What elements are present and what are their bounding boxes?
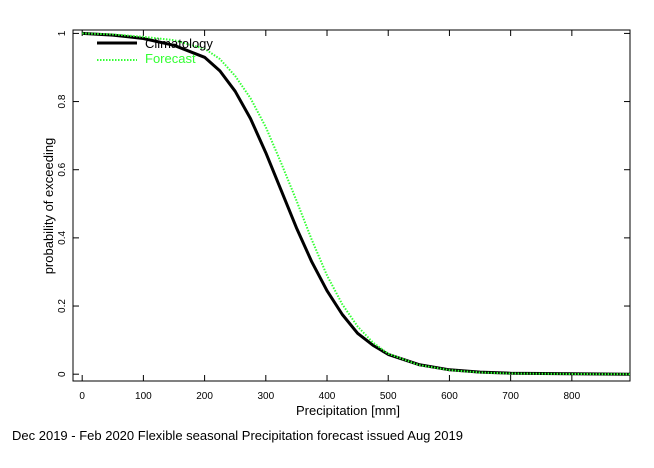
y-axis-title: probability of exceeding (41, 138, 56, 275)
plot-frame (72, 29, 631, 382)
y-tick-label: 0 (57, 371, 68, 377)
y-tick-label: 1 (57, 30, 68, 36)
y-tick-label: 0.4 (57, 230, 68, 244)
series-line-forecast (82, 32, 631, 376)
y-tick-label: 0.8 (57, 94, 68, 108)
x-tick-label: 800 (564, 391, 581, 402)
x-tick-label: 100 (135, 391, 152, 402)
x-axis-title: Precipitation [mm] (296, 403, 400, 418)
x-tick-label: 700 (502, 391, 519, 402)
figure-caption: Dec 2019 - Feb 2020 Flexible seasonal Pr… (12, 428, 463, 443)
x-tick-label: 200 (196, 391, 213, 402)
x-axis-ticks: 0 100 200 300 400 500 600 700 800 (79, 30, 581, 402)
legend-label-climatology: Climatology (145, 36, 213, 51)
x-tick-label: 600 (441, 391, 458, 402)
y-axis-ticks: 0 0.2 0.4 0.6 0.8 1 (57, 30, 630, 377)
x-tick-label: 500 (380, 391, 397, 402)
x-tick-label: 300 (257, 391, 274, 402)
exceedance-chart: 0 100 200 300 400 500 600 700 800 0 0.2 0.4 0.6 0.8 1… (41, 29, 631, 418)
y-tick-label: 0.2 (57, 299, 68, 313)
series-layer (82, 31, 631, 376)
x-tick-label: 0 (79, 391, 85, 402)
y-tick-label: 0.6 (57, 162, 68, 176)
x-tick-label: 400 (319, 391, 336, 402)
series-line-climatology (82, 31, 631, 376)
legend-label-forecast: Forecast (145, 51, 196, 66)
legend: Climatology Forecast (97, 36, 213, 66)
